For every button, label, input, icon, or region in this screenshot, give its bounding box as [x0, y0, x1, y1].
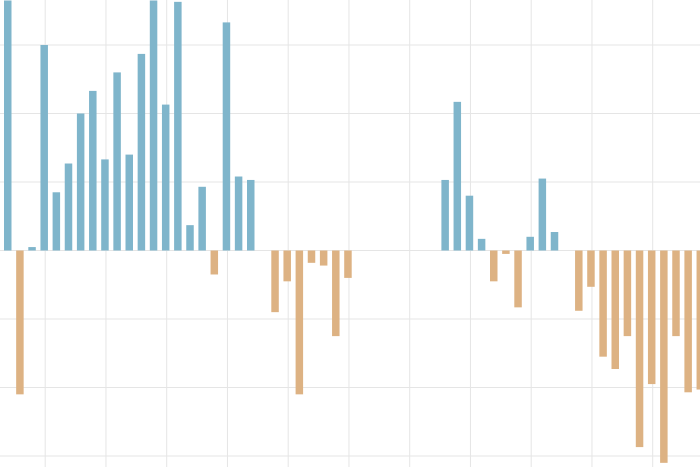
bar-positive [538, 178, 547, 251]
bar-positive [198, 186, 206, 251]
bar-negative [647, 250, 656, 385]
bar-negative [490, 250, 498, 282]
bar-positive [453, 101, 462, 251]
bar-negative [635, 250, 644, 448]
bar-positive [161, 104, 170, 251]
bar-positive [64, 163, 73, 251]
bar-positive [234, 176, 243, 251]
bar-positive [465, 195, 474, 251]
bar-positive [4, 0, 12, 251]
bar-negative [514, 250, 522, 308]
bar-positive [247, 179, 255, 251]
bar-negative [502, 250, 510, 254]
bar-negative [684, 250, 692, 393]
bar-negative [332, 250, 340, 337]
bar-positive [52, 192, 61, 251]
bar-positive [477, 238, 486, 251]
bar-positive [89, 90, 97, 251]
bar-negative [307, 250, 316, 263]
bar-positive [76, 113, 85, 251]
bar-positive [222, 22, 231, 251]
bar-positive [40, 45, 48, 251]
bar-positive [441, 179, 449, 251]
bar-positive [174, 1, 182, 251]
bar-negative [623, 250, 632, 337]
bar-positive [125, 154, 133, 251]
bar-positive [113, 72, 121, 251]
bar-negative [660, 250, 668, 463]
bar-negative [271, 250, 279, 313]
bar-positive [101, 159, 109, 251]
bar-negative [696, 250, 700, 390]
bar-positive [137, 53, 146, 251]
bar-positive [186, 225, 194, 251]
bar-negative [283, 250, 291, 282]
bar-positive [550, 232, 559, 251]
bar-positive [28, 247, 36, 251]
bar-negative [599, 250, 607, 357]
bar-negative [587, 250, 595, 287]
bar-negative [210, 250, 219, 275]
bar-negative [344, 250, 352, 278]
bar-negative [611, 250, 619, 370]
bar-negative [295, 250, 304, 395]
bars [4, 0, 700, 463]
bar-negative [575, 250, 583, 311]
bar-positive [526, 236, 534, 251]
bar-negative [672, 250, 680, 337]
bar-negative [16, 250, 24, 395]
bar-negative [319, 250, 328, 266]
bar-positive [149, 0, 158, 251]
